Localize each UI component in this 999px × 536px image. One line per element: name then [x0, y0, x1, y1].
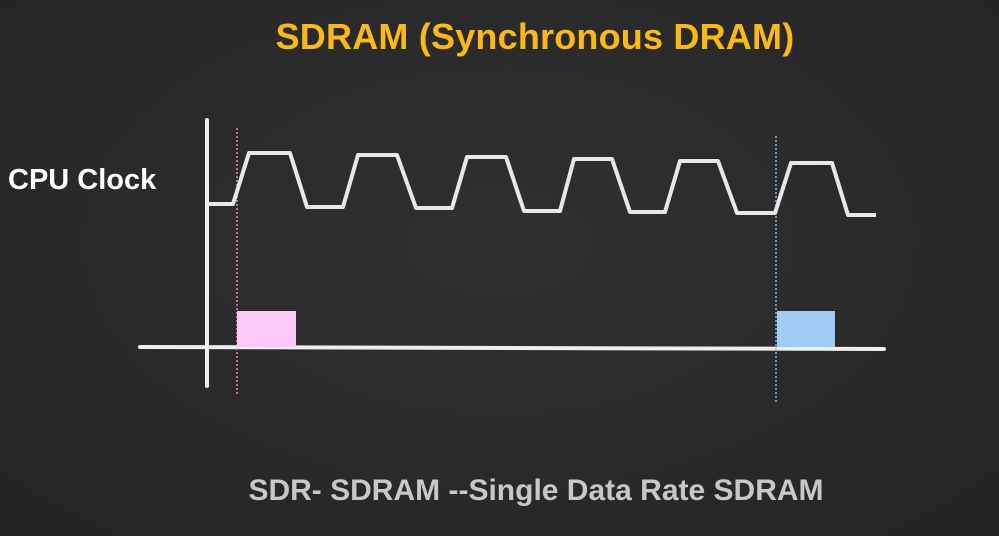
time-axis — [138, 345, 886, 351]
slide-title: SDRAM (Synchronous DRAM) — [275, 16, 795, 57]
cpu-clock-waveform — [208, 151, 876, 217]
cpu-clock-label: CPU Clock — [8, 164, 157, 196]
first-transfer-block — [237, 311, 296, 347]
second-transfer-block — [777, 311, 835, 347]
slide-caption: SDR- SDRAM --Single Data Rate SDRAM — [248, 474, 824, 507]
